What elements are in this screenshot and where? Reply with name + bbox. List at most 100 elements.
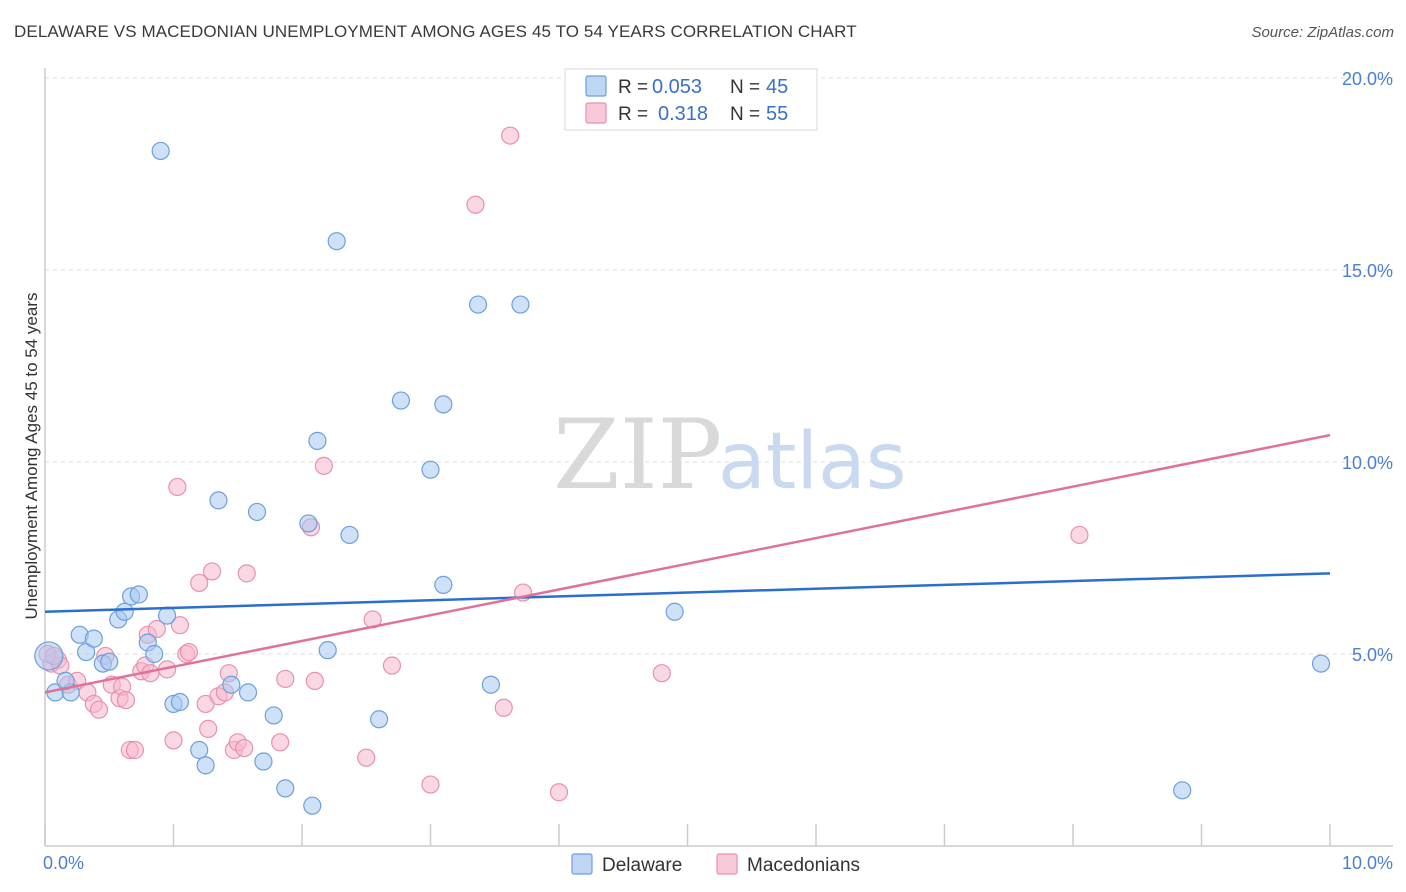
delaware-points (34, 141, 1331, 815)
delaware-point (481, 675, 500, 694)
macedonian-point (125, 740, 145, 760)
delaware-point (318, 641, 337, 660)
legend-n-value: 55 (766, 103, 788, 125)
delaware-point (468, 295, 488, 314)
x-tick-label: 10.0% (1342, 853, 1393, 873)
legend-swatch-delaware (571, 853, 593, 875)
legend-n-label: N = (730, 77, 760, 98)
correlation-legend: R = 0.053 N = 45 R = 0.318 N = 55 (564, 68, 818, 131)
legend-swatch-delaware (585, 75, 607, 97)
chart-title: DELAWARE VS MACEDONIAN UNEMPLOYMENT AMON… (14, 22, 857, 41)
tick-labels: 5.0% 10.0% 15.0% 20.0% 0.0% 10.0% (43, 69, 1393, 873)
macedonian-point (199, 719, 218, 738)
delaware-point (434, 395, 453, 414)
legend-row-macedonians: R = 0.318 N = 55 (585, 102, 788, 125)
delaware-point (247, 502, 267, 522)
delaware-point (190, 740, 209, 760)
delaware-point (299, 514, 318, 533)
delaware-point (151, 141, 170, 161)
delaware-point (1311, 654, 1331, 673)
macedonian-point (501, 126, 520, 145)
x-tick-label: 0.0% (43, 853, 84, 873)
macedonian-point (421, 775, 440, 794)
delaware-point (34, 641, 64, 671)
delaware-point (238, 683, 258, 702)
macedonian-point (549, 783, 569, 802)
watermark-atlas: atlas (718, 417, 907, 507)
delaware-point (434, 575, 453, 594)
delaware-point (170, 692, 190, 712)
macedonian-point (190, 573, 209, 593)
legend-item-macedonians: Macedonians (747, 855, 860, 876)
delaware-point (264, 706, 283, 725)
delaware-point (665, 602, 684, 621)
delaware-point (209, 491, 228, 510)
delaware-point (391, 391, 411, 410)
legend-row-delaware: R = 0.053 N = 45 (585, 75, 788, 98)
legend-swatch-macedonians (716, 853, 738, 875)
macedonian-point (147, 619, 166, 639)
axes (44, 68, 1393, 847)
delaware-point (308, 431, 327, 450)
macedonian-point (237, 564, 256, 583)
macedonian-point (466, 195, 485, 214)
macedonian-point (305, 671, 324, 690)
legend-swatch-macedonians (585, 102, 607, 124)
delaware-point (77, 642, 96, 662)
macedonian-point (314, 456, 333, 475)
legend-n-label: N = (730, 104, 760, 125)
delaware-point (370, 710, 389, 729)
legend-r-label: R = (618, 77, 648, 98)
legend-item-delaware: Delaware (602, 855, 682, 876)
delaware-point (115, 602, 134, 621)
delaware-point (511, 295, 530, 314)
watermark-zip: ZIP (553, 399, 722, 511)
macedonian-point (164, 731, 183, 750)
delaware-point (196, 756, 215, 775)
y-tick-label: 15.0% (1342, 261, 1393, 281)
source-label: Source: ZipAtlas.com (1251, 24, 1394, 41)
trend-lines (44, 433, 1331, 694)
macedonian-point (494, 698, 513, 717)
delaware-point (276, 779, 295, 798)
legend-r-value: 0.053 (652, 76, 702, 98)
delaware-point (327, 232, 346, 251)
y-tick-label: 10.0% (1342, 453, 1393, 473)
macedonian-point (652, 664, 671, 683)
delaware-point (421, 460, 440, 479)
legend-r-value: 0.318 (658, 103, 708, 125)
delaware-trend-line (44, 572, 1331, 614)
delaware-point (340, 525, 359, 545)
macedonian-point (235, 738, 254, 758)
macedonian-point (271, 733, 290, 752)
delaware-point (254, 752, 273, 771)
delaware-point (157, 606, 177, 625)
macedonian-point (276, 669, 295, 689)
macedonian-point (1070, 525, 1089, 545)
y-tick-label: 5.0% (1352, 645, 1393, 665)
delaware-point (145, 644, 164, 664)
macedonian-point (179, 642, 199, 662)
delaware-point (1173, 781, 1192, 800)
legend-r-label: R = (618, 104, 648, 125)
macedonian-point (382, 656, 402, 675)
gridlines (45, 77, 1393, 655)
macedonian-point (170, 616, 190, 635)
delaware-point (303, 796, 322, 815)
delaware-point (100, 652, 119, 671)
macedonian-point (202, 562, 222, 581)
legend-n-value: 45 (766, 76, 788, 98)
series-legend: Delaware Macedonians (571, 853, 860, 876)
y-tick-label: 20.0% (1342, 69, 1393, 89)
macedonian-trend-line (44, 433, 1331, 694)
macedonian-point (168, 477, 187, 497)
macedonian-point (116, 690, 136, 710)
y-axis-label: Unemployment Among Ages 45 to 54 years (22, 293, 41, 620)
macedonian-point (89, 700, 109, 719)
delaware-point (129, 585, 148, 604)
macedonian-point (357, 748, 376, 767)
watermark: ZIP atlas (553, 399, 907, 511)
delaware-point (222, 675, 241, 694)
delaware-point (84, 629, 103, 648)
